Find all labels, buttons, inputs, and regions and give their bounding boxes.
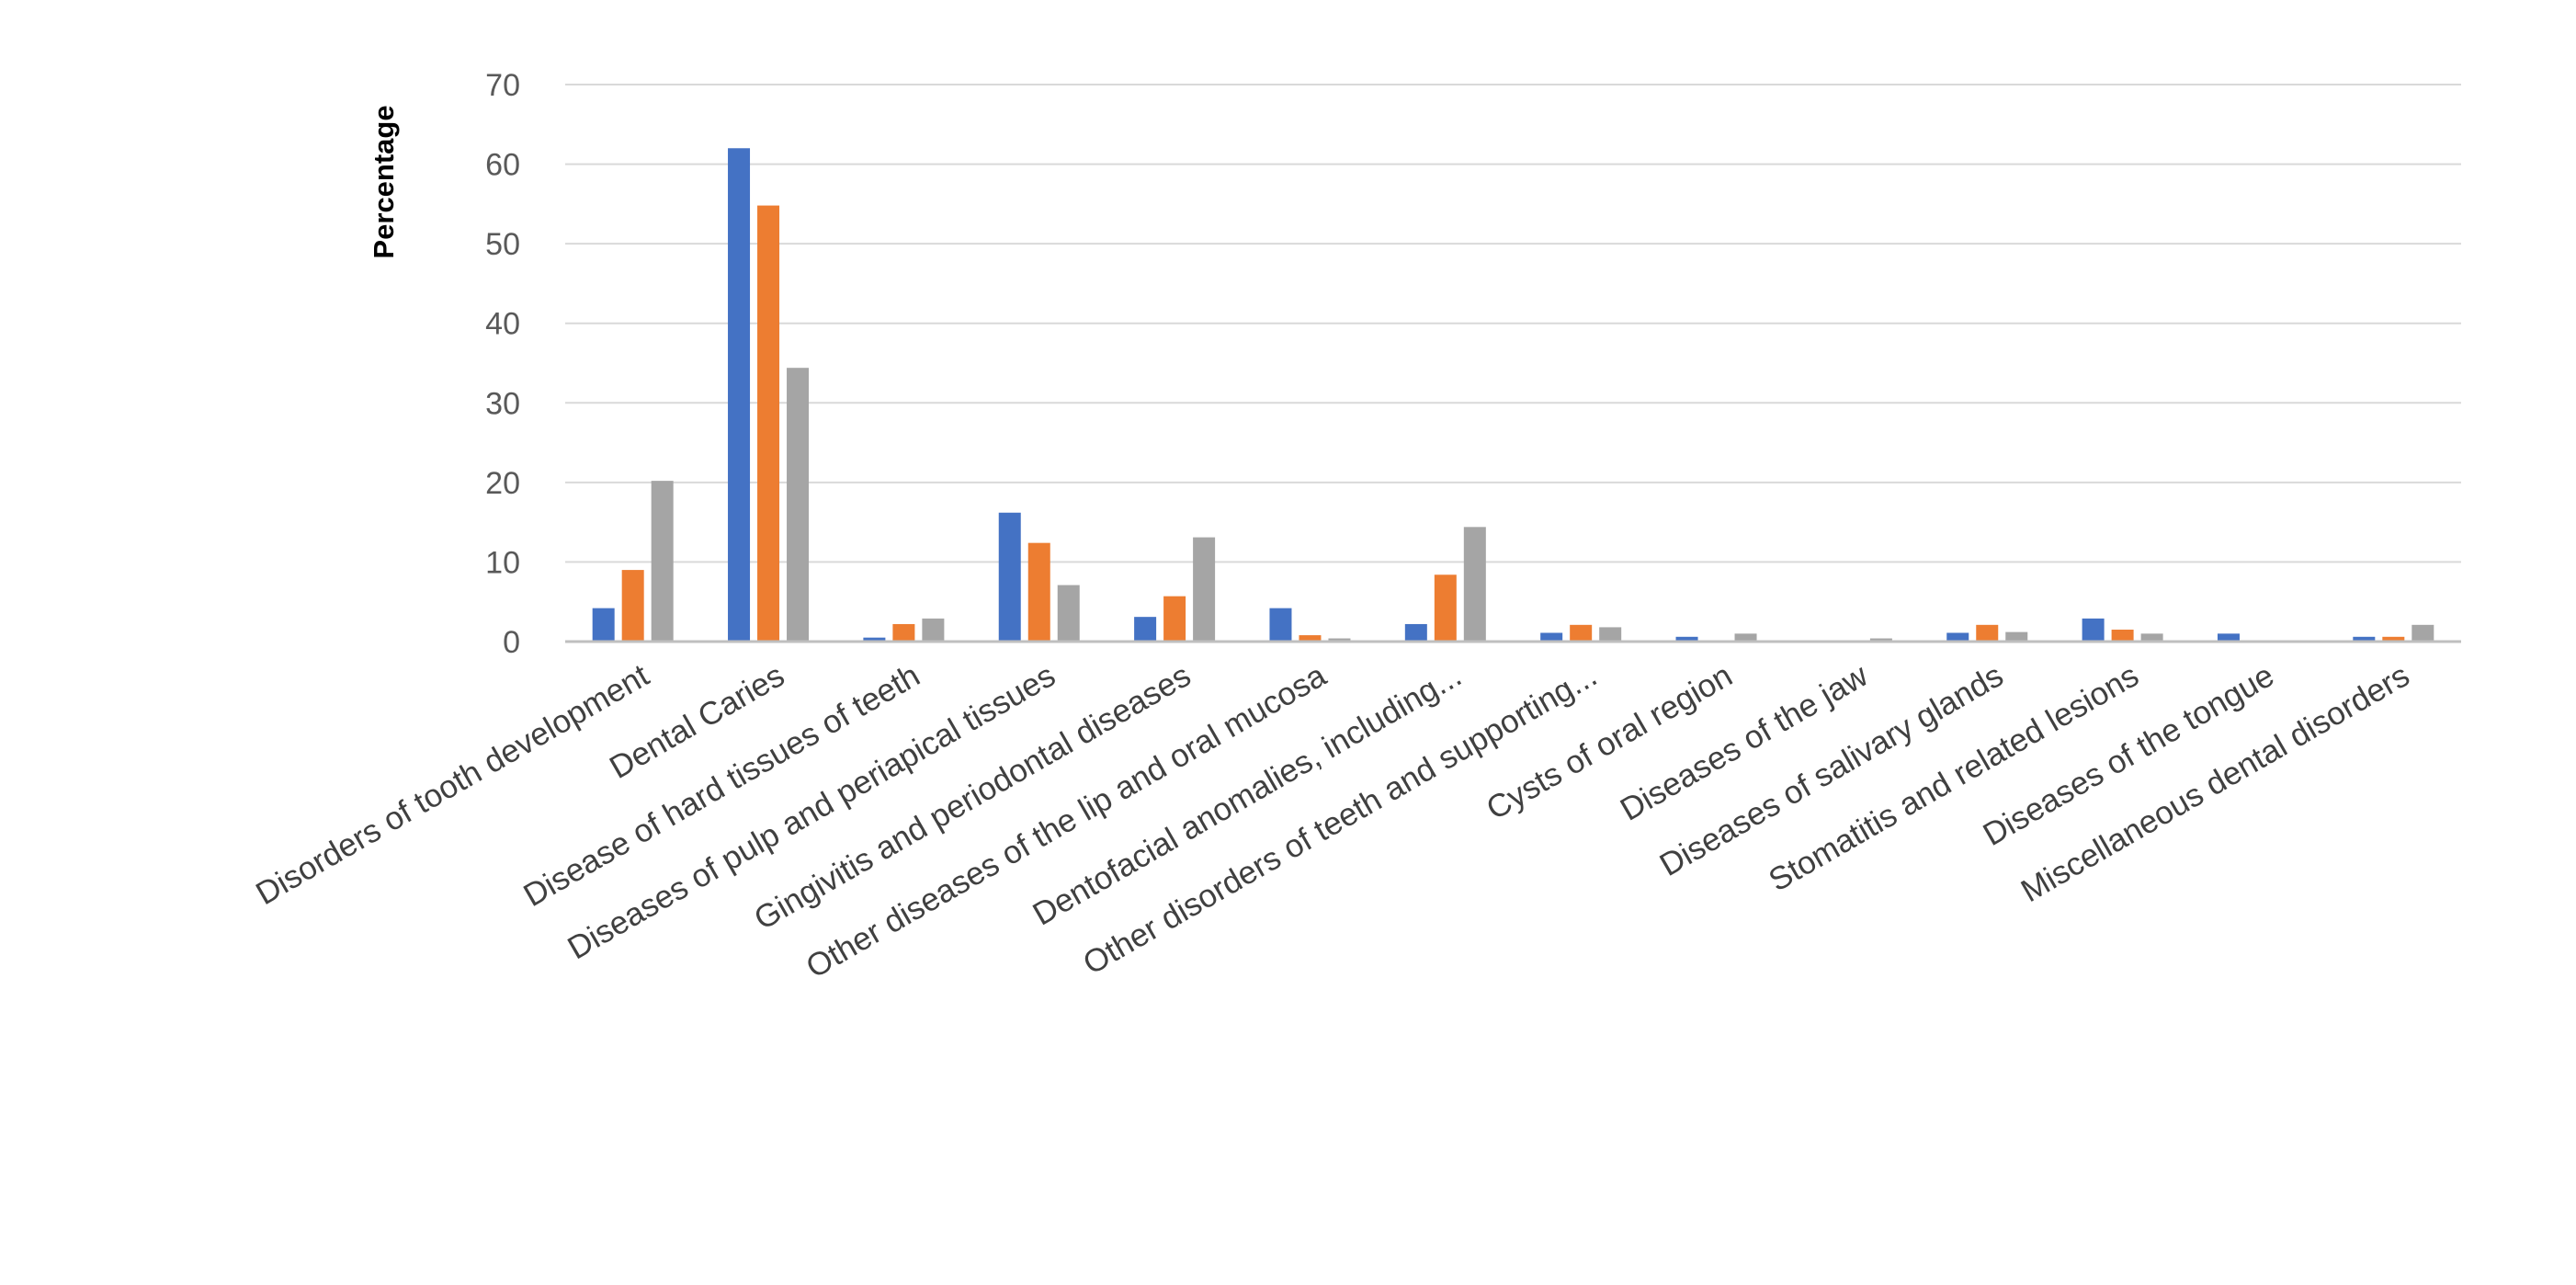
bar: [1540, 632, 1563, 642]
bar: [1299, 635, 1322, 642]
bar: [1675, 636, 1698, 642]
bar: [1134, 617, 1157, 642]
bar: [728, 148, 751, 642]
bar: [1269, 608, 1292, 642]
bar: [2140, 633, 2163, 642]
bar: [1976, 624, 1999, 642]
bar: [2111, 630, 2134, 642]
y-tick-label: 40: [485, 307, 520, 342]
bar: [621, 570, 644, 642]
bar: [1193, 537, 1216, 642]
y-axis-ticks: 0 10 20 30 40 50 60 70: [485, 68, 520, 660]
y-tick-label: 0: [503, 625, 520, 660]
bar: [2411, 624, 2434, 642]
y-tick-label: 60: [485, 148, 520, 183]
y-tick-label: 20: [485, 466, 520, 501]
x-tick-label: Cysts of oral region: [1481, 657, 1739, 827]
bar: [863, 637, 886, 642]
bar: [1946, 632, 1969, 642]
bar: [1463, 527, 1486, 642]
bars: [592, 148, 2434, 642]
bar: [2382, 636, 2405, 642]
bar: [1328, 638, 1351, 642]
bar: [1869, 638, 1892, 642]
bar: [1734, 633, 1757, 642]
bar: [922, 618, 945, 642]
bar: [787, 368, 810, 642]
bar: [592, 608, 615, 642]
bar: [1434, 574, 1457, 642]
bar: [998, 512, 1021, 642]
y-tick-label: 50: [485, 227, 520, 262]
bar: [2005, 631, 2028, 642]
gridlines: [565, 84, 2461, 563]
y-tick-label: 70: [485, 68, 520, 103]
bar: [1570, 624, 1593, 642]
bar: [2353, 636, 2376, 642]
bar: [1163, 596, 1186, 642]
bar: [1027, 542, 1050, 642]
bar: [1057, 585, 1080, 642]
bar: [2217, 633, 2240, 642]
bar: [651, 481, 674, 642]
y-axis-label: Percentage: [368, 105, 400, 258]
bar: [2082, 618, 2105, 642]
bar: [892, 623, 915, 642]
bar: [757, 205, 780, 642]
bar: [1404, 623, 1427, 642]
y-tick-label: 30: [485, 386, 520, 421]
bar: [1599, 627, 1622, 642]
y-tick-label: 10: [485, 545, 520, 580]
x-tick-label: Diseases of pulp and periapical tissues: [562, 657, 1061, 966]
